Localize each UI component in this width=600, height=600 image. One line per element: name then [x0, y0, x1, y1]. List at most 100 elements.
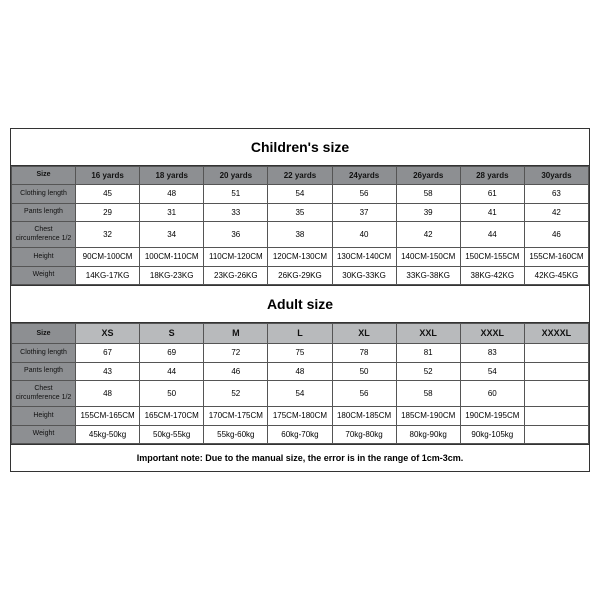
cell: 38	[268, 222, 332, 248]
cell: 90CM-100CM	[76, 248, 140, 267]
cell: 18KG-23KG	[140, 266, 204, 285]
cell: 63	[524, 185, 588, 204]
children-col-5: 26yards	[396, 166, 460, 185]
table-row: Height 90CM-100CM 100CM-110CM 110CM-120C…	[12, 248, 589, 267]
cell: 30KG-33KG	[332, 266, 396, 285]
cell: 180CM-185CM	[332, 407, 396, 426]
table-row: Pants length 43 44 46 48 50 52 54	[12, 362, 589, 381]
cell	[524, 344, 588, 363]
adult-col-1: S	[140, 324, 204, 344]
cell: 36	[204, 222, 268, 248]
cell: 90kg-105kg	[460, 425, 524, 444]
table-row: Height 155CM-165CM 165CM-170CM 170CM-175…	[12, 407, 589, 426]
cell: 23KG-26KG	[204, 266, 268, 285]
cell: 40	[332, 222, 396, 248]
adult-col-4: XL	[332, 324, 396, 344]
table-row: Weight 45kg-50kg 50kg-55kg 55kg-60kg 60k…	[12, 425, 589, 444]
cell: 43	[76, 362, 140, 381]
cell: 165CM-170CM	[140, 407, 204, 426]
children-col-7: 30yards	[524, 166, 588, 185]
cell: 54	[460, 362, 524, 381]
cell: 140CM-150CM	[396, 248, 460, 267]
cell: 50	[140, 381, 204, 407]
row-label: Weight	[12, 266, 76, 285]
cell: 33	[204, 203, 268, 222]
table-row: Chest circumference 1/2 48 50 52 54 56 5…	[12, 381, 589, 407]
row-label: Height	[12, 248, 76, 267]
cell	[524, 425, 588, 444]
children-header-row: Size 16 yards 18 yards 20 yards 22 yards…	[12, 166, 589, 185]
cell: 42KG-45KG	[524, 266, 588, 285]
children-size-label: Size	[12, 166, 76, 185]
cell: 50	[332, 362, 396, 381]
children-title: Children's size	[11, 129, 589, 166]
table-row: Clothing length 45 48 51 54 56 58 61 63	[12, 185, 589, 204]
cell: 75	[268, 344, 332, 363]
cell: 41	[460, 203, 524, 222]
cell: 46	[524, 222, 588, 248]
cell: 29	[76, 203, 140, 222]
cell: 150CM-155CM	[460, 248, 524, 267]
cell: 44	[460, 222, 524, 248]
children-table: Size 16 yards 18 yards 20 yards 22 yards…	[11, 166, 589, 286]
cell: 35	[268, 203, 332, 222]
cell: 69	[140, 344, 204, 363]
cell: 130CM-140CM	[332, 248, 396, 267]
cell: 31	[140, 203, 204, 222]
cell: 52	[204, 381, 268, 407]
cell: 70kg-80kg	[332, 425, 396, 444]
adult-header-row: Size XS S M L XL XXL XXXL XXXXL	[12, 324, 589, 344]
cell: 42	[524, 203, 588, 222]
cell: 190CM-195CM	[460, 407, 524, 426]
cell: 52	[396, 362, 460, 381]
children-col-3: 22 yards	[268, 166, 332, 185]
row-label: Chest circumference 1/2	[12, 222, 76, 248]
table-row: Weight 14KG-17KG 18KG-23KG 23KG-26KG 26K…	[12, 266, 589, 285]
cell: 54	[268, 381, 332, 407]
cell: 60	[460, 381, 524, 407]
cell: 120CM-130CM	[268, 248, 332, 267]
table-row: Pants length 29 31 33 35 37 39 41 42	[12, 203, 589, 222]
adult-size-label: Size	[12, 324, 76, 344]
table-row: Chest circumference 1/2 32 34 36 38 40 4…	[12, 222, 589, 248]
cell	[524, 381, 588, 407]
cell: 45kg-50kg	[76, 425, 140, 444]
cell: 42	[396, 222, 460, 248]
cell: 185CM-190CM	[396, 407, 460, 426]
row-label: Chest circumference 1/2	[12, 381, 76, 407]
cell: 46	[204, 362, 268, 381]
row-label: Height	[12, 407, 76, 426]
cell: 37	[332, 203, 396, 222]
cell: 175CM-180CM	[268, 407, 332, 426]
cell: 48	[268, 362, 332, 381]
row-label: Weight	[12, 425, 76, 444]
cell: 83	[460, 344, 524, 363]
cell: 58	[396, 381, 460, 407]
cell: 34	[140, 222, 204, 248]
cell: 39	[396, 203, 460, 222]
table-row: Clothing length 67 69 72 75 78 81 83	[12, 344, 589, 363]
children-col-4: 24yards	[332, 166, 396, 185]
cell: 38KG-42KG	[460, 266, 524, 285]
cell: 51	[204, 185, 268, 204]
children-col-1: 18 yards	[140, 166, 204, 185]
cell	[524, 362, 588, 381]
children-col-6: 28 yards	[460, 166, 524, 185]
adult-col-3: L	[268, 324, 332, 344]
cell: 50kg-55kg	[140, 425, 204, 444]
row-label: Pants length	[12, 362, 76, 381]
children-col-2: 20 yards	[204, 166, 268, 185]
cell: 54	[268, 185, 332, 204]
cell: 155CM-160CM	[524, 248, 588, 267]
row-label: Clothing length	[12, 185, 76, 204]
cell: 55kg-60kg	[204, 425, 268, 444]
adult-table: Size XS S M L XL XXL XXXL XXXXL Clothing…	[11, 323, 589, 444]
adult-title: Adult size	[11, 285, 589, 323]
children-col-0: 16 yards	[76, 166, 140, 185]
cell: 170CM-175CM	[204, 407, 268, 426]
cell	[524, 407, 588, 426]
row-label: Clothing length	[12, 344, 76, 363]
cell: 78	[332, 344, 396, 363]
adult-col-6: XXXL	[460, 324, 524, 344]
cell: 61	[460, 185, 524, 204]
